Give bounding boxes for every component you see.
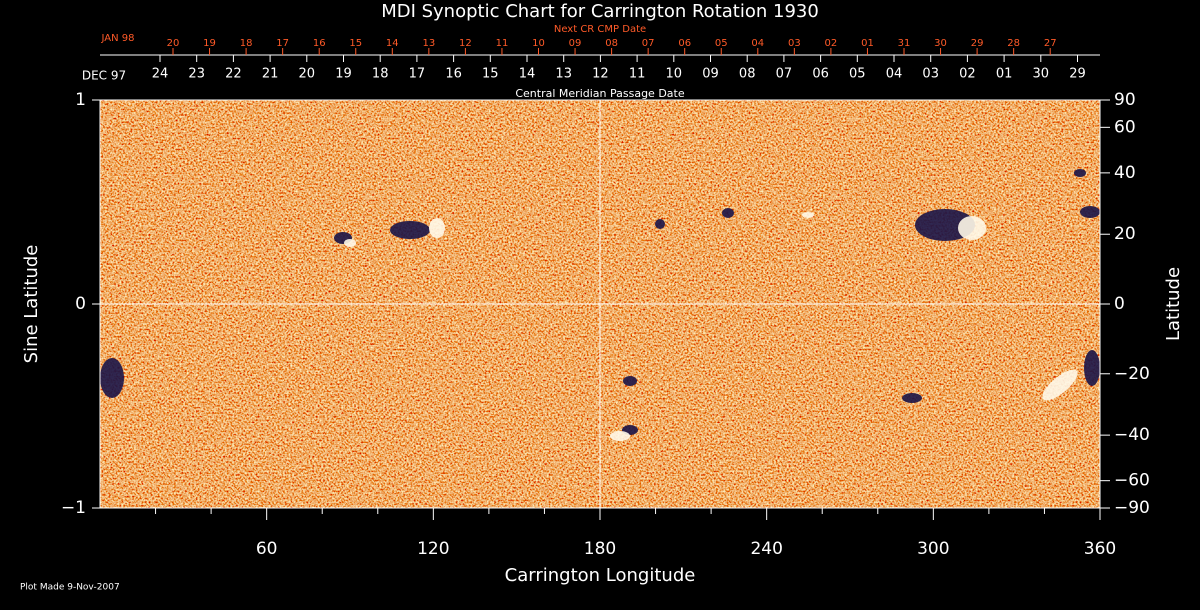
y-axis-title: Sine Latitude [21,245,42,364]
top2-date-label: 17 [276,38,289,49]
top-date-label: 08 [739,67,756,82]
top2-date-label: 07 [642,38,655,49]
top-date-label: 09 [702,67,719,82]
top2-date-label: 19 [203,38,216,49]
top-date-label: 02 [959,67,976,82]
top-date-label: 21 [262,67,279,82]
y-tick-label: −1 [61,498,86,518]
top-date-label: 30 [1033,67,1050,82]
top2-date-label: 29 [971,38,984,49]
top-date-label: 22 [225,67,242,82]
positive-regions [344,212,1078,441]
top-date-label: 04 [886,67,903,82]
y2-tick-label: 20 [1114,224,1136,244]
y-tick-label: 1 [75,90,86,110]
top2-date-label: 20 [167,38,180,49]
top2-date-label: 27 [1044,38,1057,49]
y2-tick-label: 0 [1114,294,1125,314]
top2-date-label: 03 [788,38,801,49]
y2-tick-label: −90 [1114,498,1150,518]
top2-start: JAN 98 [101,33,135,44]
top-date-label: 19 [335,67,352,82]
top-date-label: 12 [592,67,609,82]
y2-tick-label: 40 [1114,163,1136,183]
x-tick-label: 300 [917,539,949,559]
top-date-label: 01 [996,67,1013,82]
y2-tick-label: 60 [1114,117,1136,137]
top2-date-label: 30 [934,38,947,49]
top-title: Central Meridian Passage Date [515,87,684,100]
x-tick-label: 60 [256,539,278,559]
top-date-label: 14 [519,67,536,82]
top2-date-label: 18 [240,38,253,49]
top2-date-label: 15 [349,38,362,49]
top-start: DEC 97 [82,69,126,83]
top-date-label: 29 [1069,67,1086,82]
y2-axis-title: Latitude [1163,267,1184,341]
top-date-label: 07 [776,67,793,82]
top2-title: Next CR CMP Date [554,24,646,35]
top2-date-label: 31 [898,38,911,49]
top-date-label: 03 [922,67,939,82]
top2-date-label: 08 [605,38,618,49]
x-axis-title: Carrington Longitude [505,565,696,586]
x-tick-label: 180 [584,539,616,559]
x-tick-label: 240 [750,539,782,559]
top-date-label: 17 [409,67,426,82]
top2-date-label: 28 [1007,38,1020,49]
top2-date-label: 10 [532,38,545,49]
footer: Plot Made 9-Nov-2007 [20,583,120,593]
top2-date-label: 05 [715,38,728,49]
top-date-label: 11 [629,67,646,82]
top-date-label: 23 [188,67,205,82]
top2-date-label: 09 [569,38,582,49]
y2-tick-label: −40 [1114,425,1150,445]
top2-date-label: 01 [861,38,874,49]
top2-date-label: 12 [459,38,472,49]
top-date-label: 05 [849,67,866,82]
top2-date-label: 13 [422,38,435,49]
x-tick-label: 120 [417,539,449,559]
x-tick-label: 360 [1084,539,1116,559]
y-tick-label: 0 [75,294,86,314]
top-date-label: 18 [372,67,389,82]
top2-date-label: 02 [825,38,838,49]
top-date-label: 24 [152,67,169,82]
top-date-label: 13 [555,67,572,82]
top-date-label: 10 [666,67,683,82]
top2-date-label: 06 [678,38,691,49]
top-date-label: 06 [812,67,829,82]
top2-date-label: 14 [386,38,399,49]
top2-date-label: 11 [496,38,509,49]
chart-title: MDI Synoptic Chart for Carrington Rotati… [381,1,819,22]
top-date-label: 15 [482,67,499,82]
y2-tick-label: −60 [1114,471,1150,491]
top2-date-label: 04 [751,38,764,49]
top-date-label: 16 [445,67,462,82]
top-date-label: 20 [299,67,316,82]
y2-tick-label: −20 [1114,364,1150,384]
top2-date-label: 16 [313,38,326,49]
y2-tick-label: 90 [1114,90,1136,110]
